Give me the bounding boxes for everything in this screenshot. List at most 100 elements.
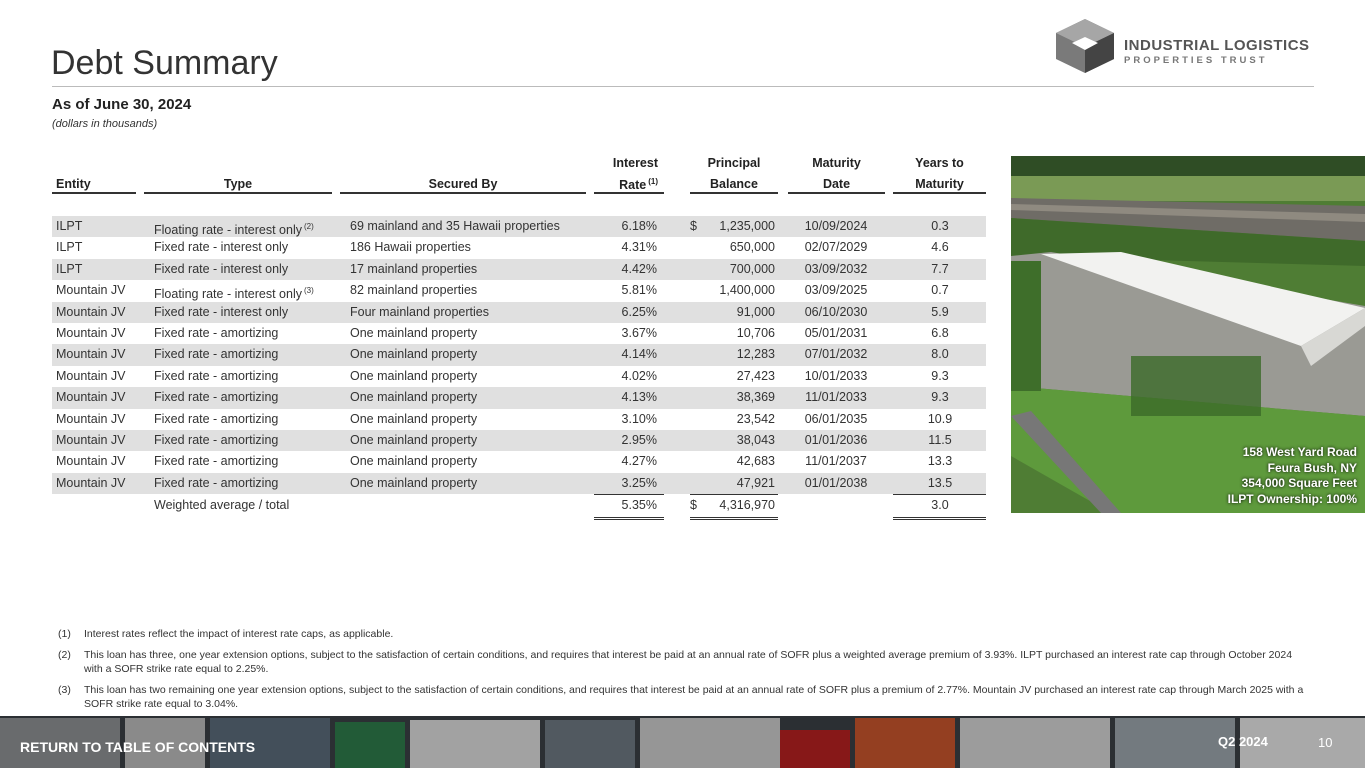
toc-link[interactable]: RETURN TO TABLE OF CONTENTS [20, 739, 256, 755]
cell-rate: 6.18% [567, 216, 657, 237]
total-principal: 4,316,970 [719, 498, 775, 513]
principal: 650,000 [729, 240, 775, 255]
type: Fixed rate - interest only [154, 261, 289, 276]
entity: ILPT [56, 219, 83, 233]
cell-type: Fixed rate - amortizing [154, 344, 278, 365]
cell-secured: Four mainland properties [350, 302, 489, 323]
rate: 4.42% [621, 261, 657, 276]
maturity: 01/01/2036 [804, 433, 868, 447]
cell-rate: 5.81% [567, 280, 657, 301]
cell-entity: Mountain JV [56, 344, 125, 365]
cell-secured: One mainland property [350, 387, 477, 408]
rate: 6.18% [621, 219, 657, 233]
type: Fixed rate - interest only [154, 240, 289, 255]
years: 9.3 [931, 390, 949, 405]
type: Fixed rate - interest only [154, 304, 289, 319]
maturity: 01/01/2038 [804, 475, 868, 490]
type: Fixed rate - amortizing [154, 347, 279, 362]
years: 0.3 [931, 219, 949, 233]
cell-type: Fixed rate - interest only [154, 237, 288, 258]
column-header: Secured By [340, 177, 586, 191]
cell-type: Floating rate - interest only (2) [154, 216, 314, 237]
years: 4.6 [931, 240, 949, 255]
entity: ILPT [56, 261, 83, 276]
secured: One mainland property [350, 326, 478, 340]
principal: 10,706 [736, 326, 775, 340]
maturity: 06/01/2035 [804, 411, 868, 426]
entity: Mountain JV [56, 411, 126, 426]
cell-rate: 3.25% [567, 473, 657, 494]
entity: Mountain JV [56, 390, 126, 405]
cell-type: Fixed rate - interest only [154, 259, 288, 280]
maturity: 11/01/2037 [805, 454, 867, 469]
rate: 4.14% [621, 347, 657, 362]
cell-type: Fixed rate - interest only [154, 302, 288, 323]
dollar-sign: $ [690, 498, 697, 513]
caption-line: Feura Bush, NY [1267, 460, 1357, 475]
header-rule [788, 192, 885, 194]
type: Fixed rate - amortizing [154, 433, 279, 447]
entity: Mountain JV [56, 368, 126, 383]
principal: 42,683 [736, 454, 775, 469]
entity: Mountain JV [56, 454, 126, 469]
principal: 1,400,000 [719, 283, 775, 298]
cell-principal: 38,369 [685, 387, 775, 408]
secured: One mainland property [350, 454, 478, 469]
cell-years: 13.3 [895, 451, 985, 472]
years: 11.5 [928, 433, 952, 447]
cell-maturity: 11/01/2033 [791, 387, 881, 408]
title: Debt Summary [51, 44, 278, 82]
cell-maturity: 10/01/2033 [791, 366, 881, 387]
footnote-text: This loan has two remaining one year ext… [84, 684, 1304, 710]
maturity: 10/01/2033 [804, 368, 868, 383]
secured: One mainland property [350, 347, 478, 362]
cell-rate: 2.95% [567, 430, 657, 451]
cell-entity: Mountain JV [56, 387, 125, 408]
rate: 3.10% [621, 411, 657, 426]
cell-secured: One mainland property [350, 473, 477, 494]
cell-secured: 17 mainland properties [350, 259, 477, 280]
cell-secured: One mainland property [350, 430, 477, 451]
cell-entity: Mountain JV [56, 430, 125, 451]
years: 10.9 [927, 411, 953, 426]
cell-rate: 3.10% [567, 409, 657, 430]
cell-rate: 6.25% [567, 302, 657, 323]
cell-entity: Mountain JV [56, 302, 125, 323]
cell-maturity: 06/01/2035 [791, 409, 881, 430]
secured: 69 mainland and 35 Hawaii properties [350, 219, 560, 233]
column-header-text: Secured By [428, 177, 498, 191]
row-stripe [52, 301, 986, 323]
logo-tagline: PROPERTIES TRUST [1124, 55, 1268, 66]
cell-secured: One mainland property [350, 366, 477, 387]
principal: 23,542 [736, 411, 775, 426]
cell-years: 0.3 [895, 216, 985, 237]
cell-secured: 69 mainland and 35 Hawaii properties [350, 216, 560, 237]
type: Fixed rate - amortizing [154, 475, 279, 490]
cell-years: 10.9 [895, 409, 985, 430]
column-header-top: Interest [612, 156, 658, 170]
row-stripe [52, 344, 986, 366]
cell-principal: 47,921 [685, 473, 775, 494]
cell-type: Fixed rate - amortizing [154, 430, 278, 451]
type: Fixed rate - amortizing [154, 411, 279, 426]
cell-maturity: 05/01/2031 [791, 323, 881, 344]
footnote-text: Interest rates reflect the impact of int… [84, 628, 394, 640]
column-header-text: Date [822, 177, 851, 191]
rate: 5.81% [621, 283, 657, 298]
cell-entity: ILPT [56, 259, 82, 280]
cell-years: 4.6 [895, 237, 985, 258]
maturity: 03/09/2025 [804, 283, 868, 298]
maturity: 10/09/2024 [804, 219, 868, 233]
cell-secured: One mainland property [350, 451, 477, 472]
footnote-marker: (2) [58, 649, 71, 661]
type: Fixed rate - amortizing [154, 368, 279, 383]
secured: One mainland property [350, 411, 478, 426]
type-note: (2) [304, 222, 314, 231]
header-rule [144, 192, 332, 194]
caption-line: 354,000 Square Feet [1241, 476, 1357, 490]
column-header-text: Maturity [915, 177, 964, 191]
footnote-marker: (1) [58, 628, 71, 640]
cell-entity: Mountain JV [56, 280, 125, 301]
cell-rate: 3.67% [567, 323, 657, 344]
